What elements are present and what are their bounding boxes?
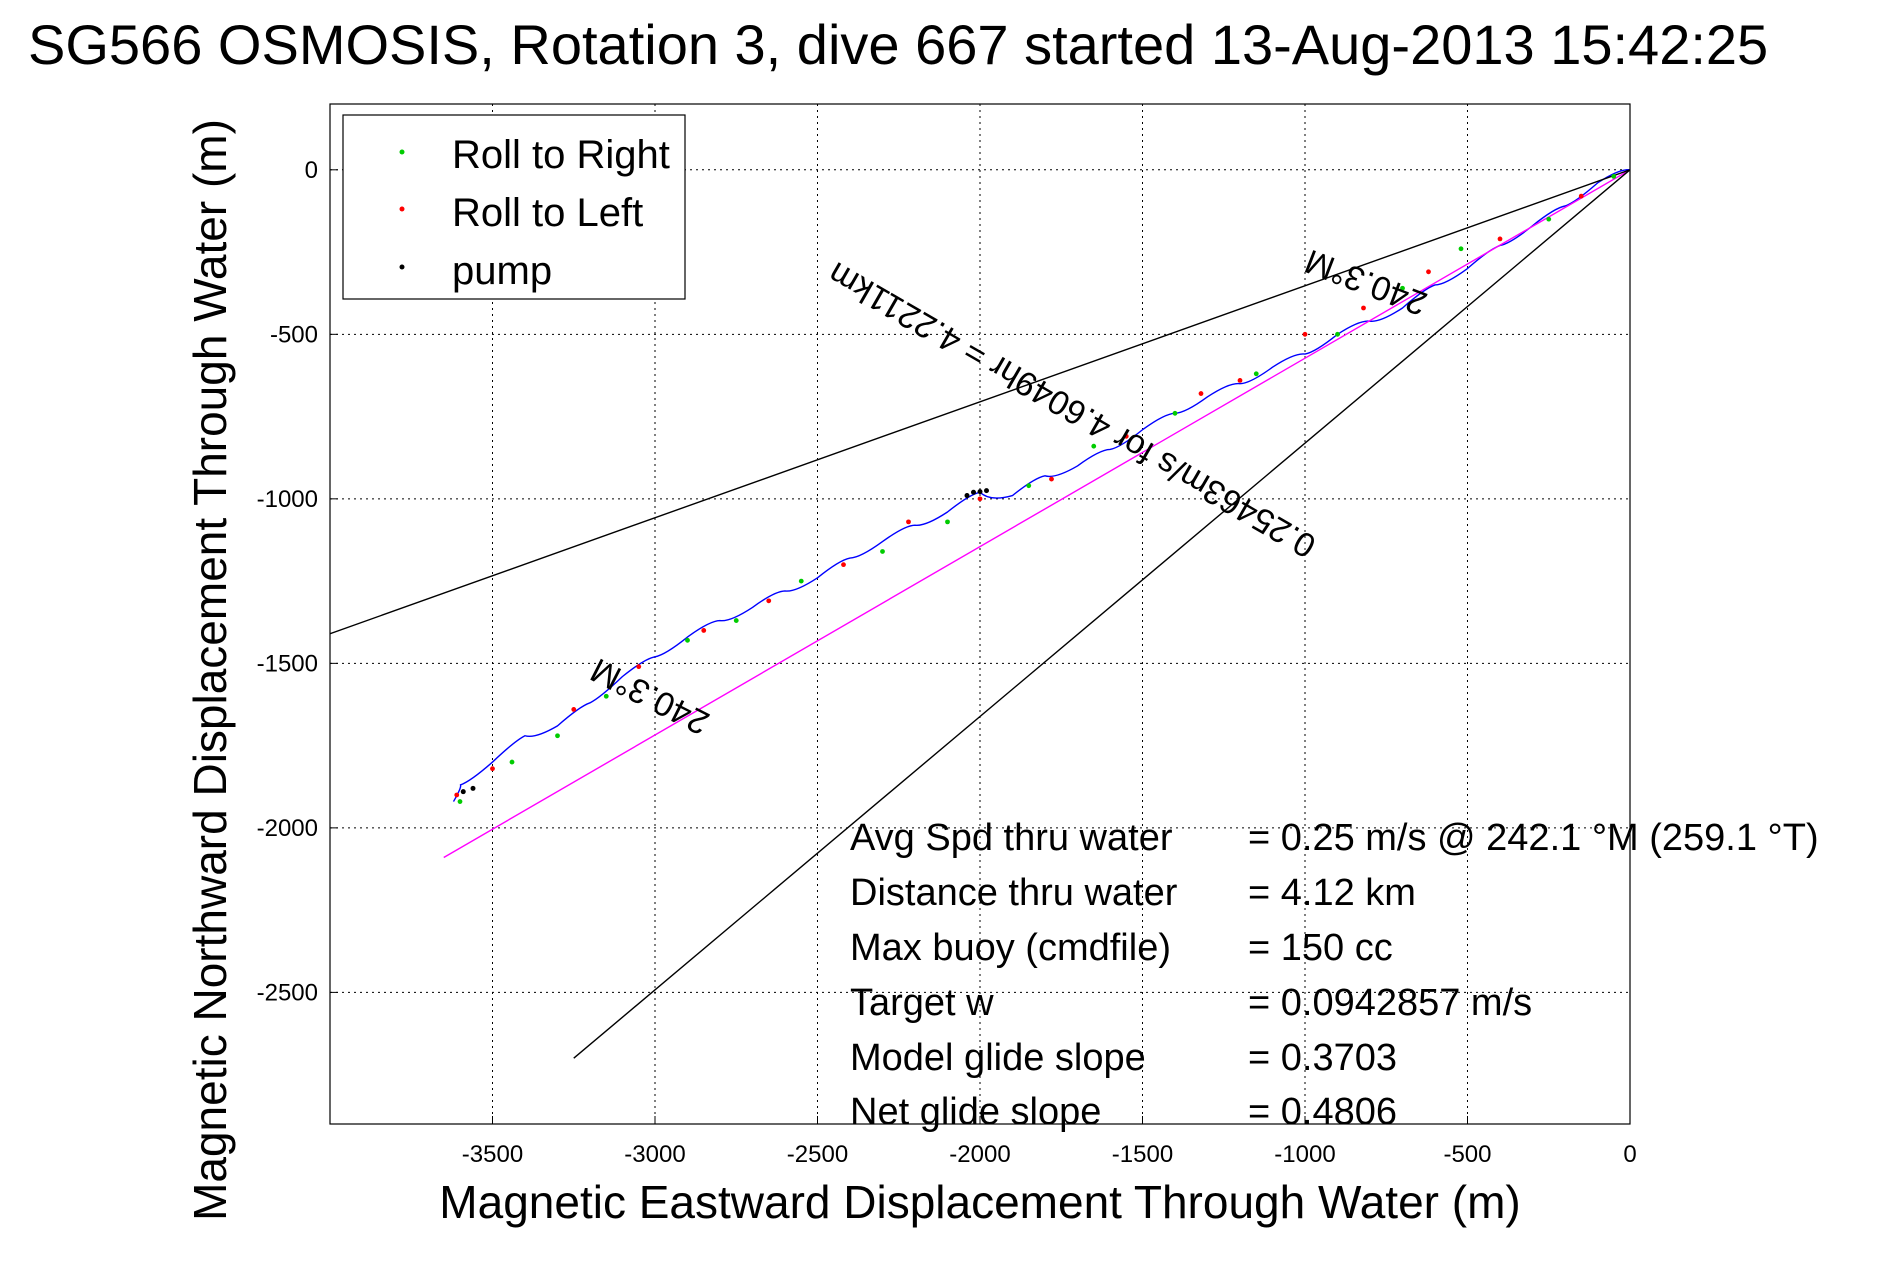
y-tick-label: 0 bbox=[305, 157, 318, 184]
series-layer bbox=[330, 169, 1630, 1059]
roll-left-marker bbox=[1361, 305, 1366, 311]
legend: Roll to Right Roll to Left pump bbox=[342, 114, 686, 300]
info-block: Avg Spd thru water = 0.25 m/s @ 242.1 °M… bbox=[850, 817, 1819, 1133]
annotation-0: 240.3°M bbox=[1300, 242, 1432, 323]
legend-label-roll-right: Roll to Right bbox=[452, 133, 670, 177]
y-axis-ticks: 0 -500 -1000 -1500 -2000 -2500 bbox=[257, 157, 338, 1006]
roll-right-marker bbox=[1172, 410, 1178, 416]
series-line-1 bbox=[443, 169, 1630, 859]
x-tick-label: 0 bbox=[1623, 1141, 1636, 1168]
info-value-distance: = 4.12 km bbox=[1248, 872, 1416, 914]
roll-left-marker bbox=[766, 598, 772, 604]
roll-left-marker bbox=[454, 792, 460, 798]
info-value-max-buoy: = 150 cc bbox=[1248, 927, 1393, 969]
y-axis-label: Magnetic Northward Displacement Through … bbox=[184, 119, 236, 1221]
x-axis-label: Magnetic Eastward Displacement Through W… bbox=[439, 1176, 1520, 1228]
roll-left-marker bbox=[1049, 476, 1054, 482]
pump-marker bbox=[964, 493, 970, 499]
roll-right-marker bbox=[1253, 371, 1259, 377]
series-line-3 bbox=[573, 169, 1630, 1059]
roll-right-marker bbox=[1611, 173, 1617, 179]
roll-right-marker bbox=[1026, 483, 1032, 489]
series-line-2 bbox=[330, 169, 1630, 635]
roll-left-marker bbox=[1302, 331, 1308, 337]
y-tick-label: -500 bbox=[270, 321, 318, 348]
roll-left-marker bbox=[636, 664, 642, 670]
legend-marker-roll-left bbox=[399, 206, 405, 212]
roll-right-marker bbox=[733, 618, 739, 623]
pump-marker bbox=[460, 789, 466, 795]
roll-left-marker bbox=[1497, 236, 1503, 242]
roll-right-marker bbox=[1546, 216, 1552, 222]
pump-marker bbox=[470, 785, 476, 791]
y-tick-label: -2500 bbox=[257, 979, 318, 1006]
info-value-net-glide: = 0.4806 bbox=[1248, 1091, 1397, 1133]
roll-right-marker bbox=[555, 733, 560, 739]
x-tick-label: -1000 bbox=[1274, 1141, 1335, 1168]
info-value-target-w: = 0.0942857 m/s bbox=[1248, 982, 1532, 1024]
roll-right-marker bbox=[1400, 285, 1405, 291]
roll-right-marker bbox=[945, 519, 950, 525]
chart-title: SG566 OSMOSIS, Rotation 3, dive 667 star… bbox=[28, 13, 1768, 76]
x-tick-label: -1500 bbox=[1112, 1141, 1173, 1168]
x-tick-label: -2500 bbox=[787, 1141, 848, 1168]
roll-right-marker bbox=[1335, 331, 1340, 337]
roll-left-marker bbox=[701, 628, 707, 633]
info-value-avg-spd: = 0.25 m/s @ 242.1 °M (259.1 °T) bbox=[1248, 817, 1819, 859]
roll-right-marker bbox=[1458, 246, 1464, 252]
pump-marker bbox=[977, 489, 983, 495]
roll-left-marker bbox=[841, 562, 846, 568]
x-tick-label: -3000 bbox=[624, 1141, 685, 1168]
roll-right-marker bbox=[509, 759, 515, 765]
pump-marker bbox=[984, 488, 989, 494]
pump-marker bbox=[971, 489, 976, 495]
roll-left-marker bbox=[1123, 433, 1129, 439]
roll-left-marker bbox=[1578, 193, 1584, 199]
info-label-max-buoy: Max buoy (cmdfile) bbox=[850, 927, 1171, 969]
info-label-distance: Distance thru water bbox=[850, 872, 1178, 914]
y-tick-label: -1000 bbox=[257, 486, 318, 513]
legend-marker-roll-right bbox=[399, 149, 405, 155]
roll-right-marker bbox=[1091, 443, 1097, 449]
series-line-0 bbox=[452, 169, 1630, 802]
roll-right-marker bbox=[457, 799, 463, 804]
info-label-avg-spd: Avg Spd thru water bbox=[850, 817, 1173, 859]
info-value-model-glide: = 0.3703 bbox=[1248, 1037, 1397, 1079]
legend-label-roll-left: Roll to Left bbox=[452, 191, 643, 235]
legend-marker-pump bbox=[399, 264, 405, 270]
x-axis-ticks: -3500 -3000 -2500 -2000 -1500 -1000 -500 0 bbox=[462, 1116, 1637, 1168]
roll-right-marker bbox=[603, 693, 609, 699]
info-label-target-w: Target w bbox=[850, 982, 994, 1024]
x-tick-label: -500 bbox=[1443, 1141, 1491, 1168]
legend-label-pump: pump bbox=[452, 249, 552, 293]
roll-left-marker bbox=[490, 766, 495, 772]
roll-left-marker bbox=[571, 707, 577, 712]
info-label-net-glide: Net glide slope bbox=[850, 1091, 1101, 1133]
roll-left-marker bbox=[906, 519, 911, 525]
marker-layer bbox=[454, 173, 1617, 804]
roll-left-marker bbox=[1198, 391, 1204, 396]
roll-left-marker bbox=[977, 496, 983, 502]
annotation-layer: 240.3°M0.25463m/s for 4.6049hr = 4.2211k… bbox=[585, 242, 1432, 742]
x-tick-label: -2000 bbox=[949, 1141, 1010, 1168]
roll-right-marker bbox=[685, 637, 690, 643]
y-tick-label: -1500 bbox=[257, 650, 318, 677]
info-label-model-glide: Model glide slope bbox=[850, 1037, 1146, 1079]
annotation-1: 0.25463m/s for 4.6049hr = 4.2211km bbox=[822, 254, 1323, 565]
y-tick-label: -2000 bbox=[257, 815, 318, 842]
x-tick-label: -3500 bbox=[462, 1141, 523, 1168]
roll-right-marker bbox=[798, 578, 804, 584]
roll-right-marker bbox=[880, 549, 885, 554]
roll-left-marker bbox=[1237, 377, 1243, 383]
roll-left-marker bbox=[1426, 269, 1431, 275]
